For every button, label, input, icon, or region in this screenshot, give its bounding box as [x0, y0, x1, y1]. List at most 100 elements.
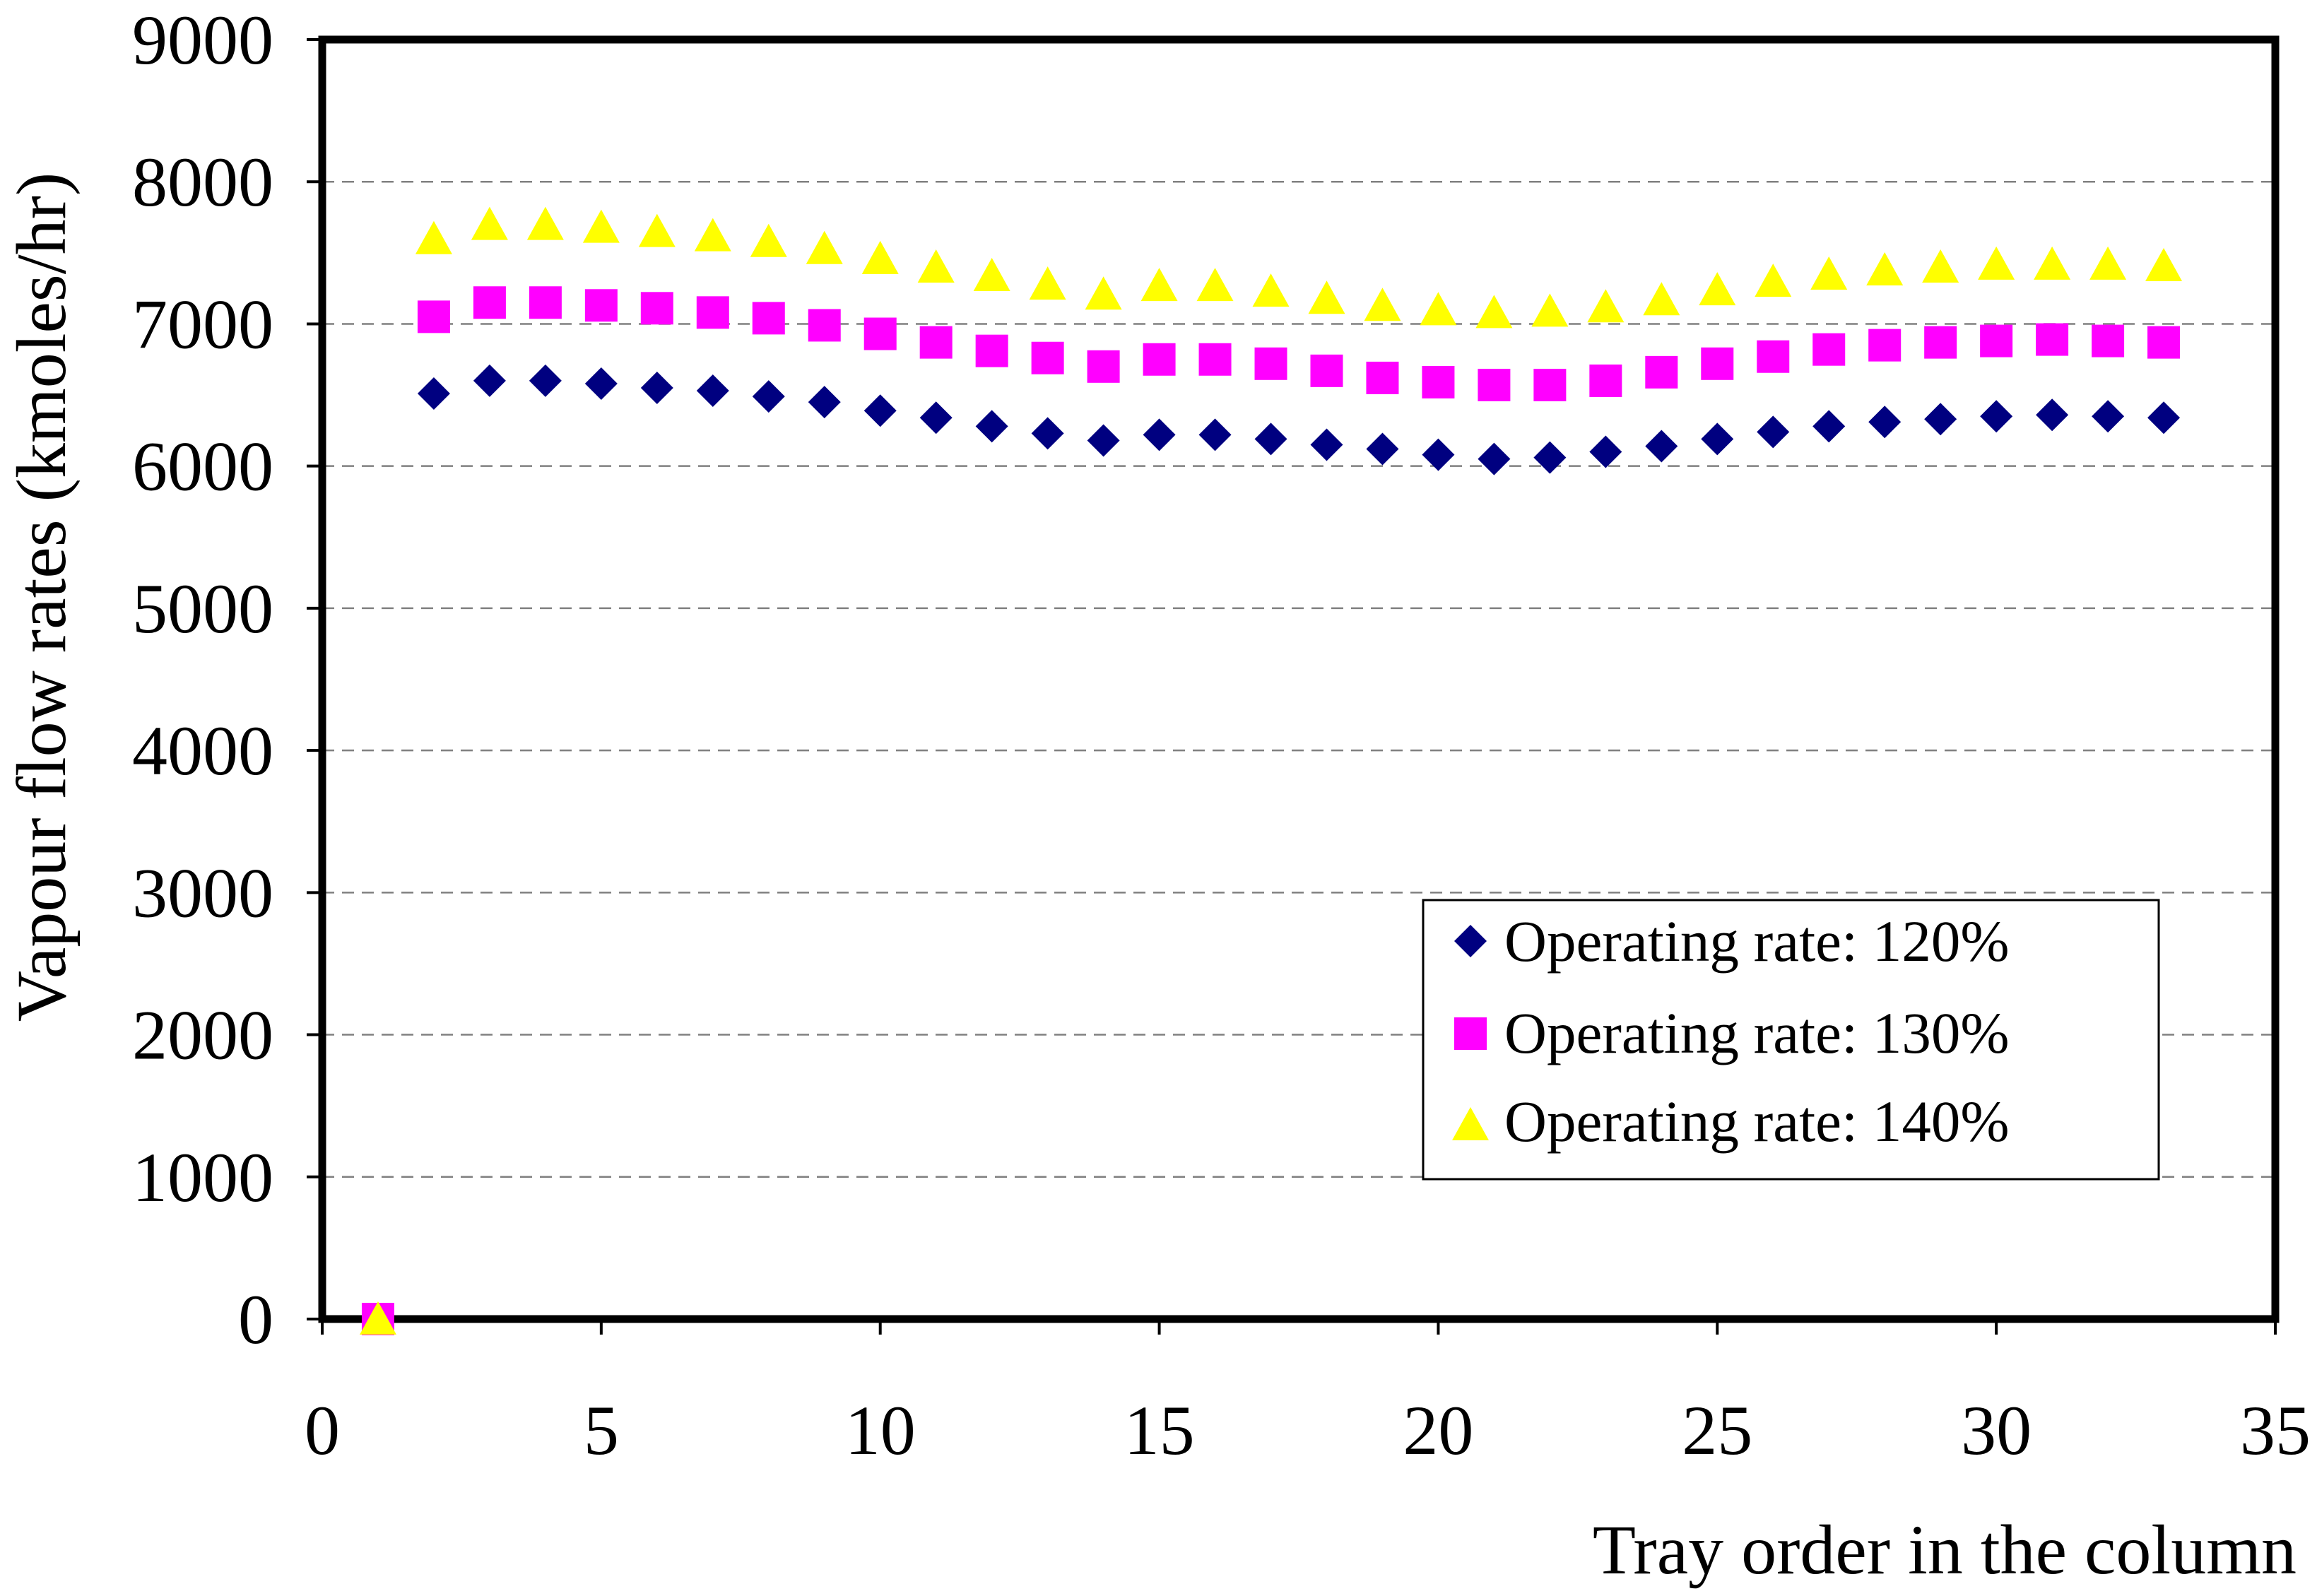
- x-tick-label: 15: [1124, 1391, 1195, 1470]
- triangle-data-point: [359, 1301, 396, 1335]
- triangle-data-point: [973, 258, 1010, 292]
- legend-box: [1422, 899, 2160, 1181]
- square-data-point: [1645, 355, 1678, 389]
- triangle-data-point: [1810, 256, 1848, 290]
- diamond-data-point: [696, 374, 729, 408]
- diamond-data-point: [1980, 400, 2013, 433]
- triangle-data-point: [1475, 295, 1513, 329]
- legend-square-icon: [1454, 1017, 1487, 1050]
- triangle-data-point: [1029, 266, 1066, 300]
- square-data-point: [417, 300, 450, 333]
- square-data-point: [752, 302, 785, 335]
- x-tick-label: 30: [1961, 1391, 2032, 1470]
- triangle-data-point: [1308, 280, 1345, 314]
- square-data-point: [584, 289, 618, 322]
- diamond-data-point: [1924, 403, 1957, 436]
- legend-label: Operating rate: 130%: [1504, 1000, 2009, 1065]
- tick-labels: 0 1000 2000 3000 4000 5000 6000 7000 8000 9000 0 5 1…: [132, 1, 2311, 1470]
- triangle-data-point: [1587, 289, 1625, 323]
- diamond-data-point: [1031, 417, 1064, 450]
- plot-frame: [318, 35, 2280, 1323]
- diamond-data-point: [1366, 432, 1399, 466]
- triangle-data-point: [1420, 292, 1457, 326]
- triangle-data-point: [750, 223, 787, 257]
- triangle-data-point: [694, 218, 731, 252]
- y-tick-label: 1000: [132, 1138, 273, 1217]
- diamond-data-point: [975, 410, 1008, 443]
- triangle-data-point: [861, 240, 899, 274]
- legend-label: Operating rate: 120%: [1504, 909, 2009, 974]
- triangle-data-point: [2089, 246, 2127, 280]
- diamond-data-point: [584, 367, 618, 400]
- square-data-point: [1031, 341, 1064, 374]
- triangle-data-point: [1140, 268, 1178, 302]
- diamond-data-point: [529, 364, 562, 397]
- square-data-point: [529, 286, 562, 319]
- diamond-data-point: [1812, 410, 1846, 443]
- diamond-data-point: [1422, 438, 1455, 471]
- square-data-point: [1812, 333, 1846, 366]
- square-data-point: [1143, 343, 1176, 376]
- diamond-data-point: [1589, 435, 1622, 468]
- triangle-data-point: [638, 213, 676, 247]
- triangle-data-point: [526, 206, 564, 240]
- y-axis-title: Vapour flow rates (kmoles/hr): [2, 172, 81, 1022]
- triangle-data-point: [1531, 293, 1569, 327]
- diamond-data-point: [2092, 400, 2125, 433]
- diamond-data-point: [1533, 441, 1567, 474]
- diamond-data-point: [1087, 424, 1120, 457]
- square-data-point: [1087, 350, 1120, 383]
- y-tick-label: 0: [238, 1280, 273, 1359]
- x-tick-label: 10: [845, 1391, 916, 1470]
- diamond-data-point: [752, 380, 785, 413]
- square-data-point: [696, 296, 729, 329]
- y-tick-label: 4000: [132, 711, 273, 790]
- triangle-data-point: [582, 209, 620, 243]
- diamond-data-point: [1143, 418, 1176, 451]
- triangle-data-point: [2145, 247, 2183, 281]
- triangle-data-point: [917, 249, 955, 283]
- data-points: [359, 206, 2183, 1335]
- square-data-point: [1924, 326, 1957, 359]
- diamond-data-point: [640, 371, 673, 404]
- square-data-point: [640, 292, 673, 325]
- diamond-data-point: [1757, 415, 1790, 449]
- diamond-data-point: [808, 386, 841, 419]
- diamond-data-point: [417, 377, 450, 410]
- x-tick-label: 25: [1682, 1391, 1752, 1470]
- square-data-point: [1868, 329, 1902, 362]
- x-tick-label: 0: [305, 1391, 340, 1470]
- square-data-point: [919, 326, 953, 359]
- y-tick-label: 8000: [132, 143, 273, 221]
- square-data-point: [1757, 340, 1790, 373]
- square-data-point: [473, 286, 506, 319]
- square-data-point: [1254, 347, 1287, 380]
- triangle-data-point: [471, 206, 508, 240]
- square-data-point: [1533, 368, 1567, 401]
- square-data-point: [1478, 368, 1511, 401]
- diamond-data-point: [1645, 430, 1678, 463]
- diamond-data-point: [2147, 401, 2181, 435]
- square-data-point: [1198, 343, 1232, 376]
- legend: Operating rate: 120% Operating rate: 130…: [1422, 899, 2160, 1181]
- triangle-data-point: [1699, 272, 1736, 306]
- square-data-point: [1422, 365, 1455, 398]
- diamond-data-point: [1701, 422, 1734, 456]
- diamond-data-point: [1198, 418, 1232, 451]
- square-data-point: [808, 309, 841, 342]
- triangle-data-point: [1978, 246, 2015, 280]
- axis-ticks: [307, 38, 2277, 1335]
- legend-triangle-icon: [1452, 1107, 1489, 1140]
- square-data-point: [1589, 364, 1622, 397]
- square-data-point: [2036, 323, 2069, 356]
- triangle-data-point: [1196, 268, 1234, 302]
- square-data-point: [975, 334, 1008, 367]
- y-tick-label: 5000: [132, 569, 273, 648]
- square-data-point: [863, 317, 897, 350]
- diamond-data-point: [919, 401, 953, 435]
- square-data-point: [2147, 326, 2181, 359]
- triangle-data-point: [1755, 264, 1792, 297]
- triangle-data-point: [1252, 273, 1290, 307]
